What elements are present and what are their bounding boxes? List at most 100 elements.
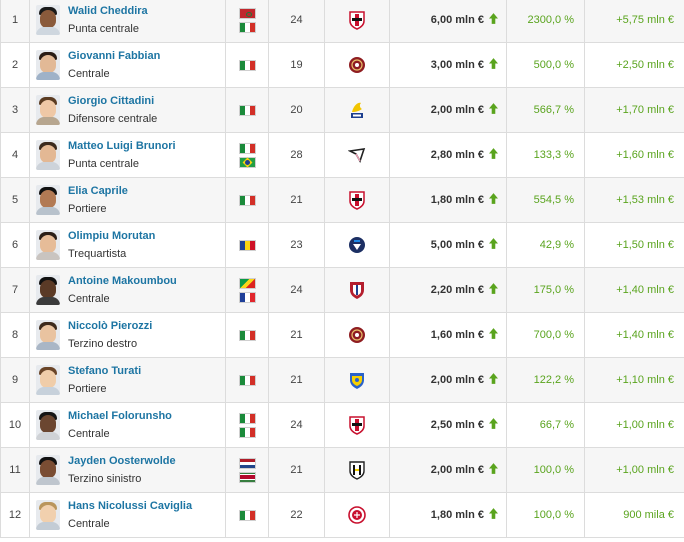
percent-change-cell: 42,9 % bbox=[506, 222, 585, 268]
up-arrow-icon bbox=[489, 463, 498, 477]
player-name-link[interactable]: Giovanni Fabbian bbox=[68, 50, 161, 62]
pisa-crest-icon[interactable] bbox=[348, 235, 366, 255]
club-cell bbox=[324, 447, 390, 493]
market-value: 2,20 mln € bbox=[430, 283, 484, 296]
player-name-link[interactable]: Antoine Makoumbou bbox=[68, 275, 177, 287]
player-avatar[interactable] bbox=[36, 365, 60, 395]
rank-cell: 8 bbox=[0, 312, 30, 358]
club-cell bbox=[324, 222, 390, 268]
player-avatar[interactable] bbox=[36, 455, 60, 485]
bari-crest-icon[interactable] bbox=[348, 10, 366, 30]
player-avatar[interactable] bbox=[36, 320, 60, 350]
market-value: 3,00 mln € bbox=[430, 58, 484, 71]
player-position: Centrale bbox=[68, 428, 110, 440]
rank-cell: 7 bbox=[0, 267, 30, 313]
player-avatar[interactable] bbox=[36, 500, 60, 530]
nationality-cell bbox=[225, 0, 269, 43]
player-position: Centrale bbox=[68, 68, 110, 80]
france-flag bbox=[238, 291, 256, 303]
up-arrow-icon bbox=[489, 148, 498, 162]
market-value: 1,60 mln € bbox=[430, 328, 484, 341]
club-cell bbox=[324, 492, 390, 538]
value-difference-cell: 900 mila € bbox=[584, 492, 684, 538]
player-name-link[interactable]: Stefano Turati bbox=[68, 365, 142, 377]
value-difference-cell: +1,60 mln € bbox=[584, 132, 684, 178]
player-avatar[interactable] bbox=[36, 410, 60, 440]
nationality-cell bbox=[225, 447, 269, 493]
player-name-link[interactable]: Walid Cheddira bbox=[68, 5, 148, 17]
club-cell bbox=[324, 42, 390, 88]
player-name-link[interactable]: Giorgio Cittadini bbox=[68, 95, 155, 107]
percent-change-cell: 566,7 % bbox=[506, 87, 585, 133]
rank-cell: 2 bbox=[0, 42, 30, 88]
player-name-link[interactable]: Michael Folorunsho bbox=[68, 410, 172, 422]
player-name-link[interactable]: Niccolò Pierozzi bbox=[68, 320, 153, 332]
up-arrow-icon bbox=[489, 508, 498, 522]
palermo-crest-icon[interactable] bbox=[347, 145, 366, 165]
market-value-cell: 6,00 mln € bbox=[389, 0, 507, 43]
frosinone-crest-icon[interactable] bbox=[348, 370, 366, 390]
market-value-cell: 1,80 mln € bbox=[389, 492, 507, 538]
club-cell bbox=[324, 87, 390, 133]
club-cell bbox=[324, 357, 390, 403]
player-avatar[interactable] bbox=[36, 50, 60, 80]
club-cell bbox=[324, 0, 390, 43]
table-row: 9 Stefano Turati Portiere 21 2,00 mln € … bbox=[0, 357, 684, 403]
player-avatar[interactable] bbox=[36, 230, 60, 260]
rank-cell: 4 bbox=[0, 132, 30, 178]
player-name-link[interactable]: Matteo Luigi Brunori bbox=[68, 140, 176, 152]
sudtirol-crest-icon[interactable] bbox=[348, 505, 366, 525]
rank-cell: 10 bbox=[0, 402, 30, 448]
player-cell: Walid Cheddira Punta centrale bbox=[29, 0, 226, 43]
italy-flag bbox=[238, 374, 256, 386]
market-value: 2,00 mln € bbox=[430, 463, 484, 476]
age-cell: 19 bbox=[268, 42, 325, 88]
cagliari-crest-icon[interactable] bbox=[348, 280, 366, 300]
value-difference-cell: +1,00 mln € bbox=[584, 447, 684, 493]
player-avatar[interactable] bbox=[36, 275, 60, 305]
market-value-cell: 2,20 mln € bbox=[389, 267, 507, 313]
player-name-link[interactable]: Olimpiu Morutan bbox=[68, 230, 156, 242]
reggina-crest-icon[interactable] bbox=[348, 55, 366, 75]
bari-crest-icon[interactable] bbox=[348, 190, 366, 210]
value-difference-cell: +1,10 mln € bbox=[584, 357, 684, 403]
age-cell: 21 bbox=[268, 447, 325, 493]
player-cell: Matteo Luigi Brunori Punta centrale bbox=[29, 132, 226, 178]
nationality-cell bbox=[225, 402, 269, 448]
market-value: 2,80 mln € bbox=[430, 148, 484, 161]
percent-change-cell: 700,0 % bbox=[506, 312, 585, 358]
player-avatar[interactable] bbox=[36, 140, 60, 170]
italy-flag bbox=[238, 329, 256, 341]
percent-change-cell: 100,0 % bbox=[506, 447, 585, 493]
player-name-link[interactable]: Hans Nicolussi Caviglia bbox=[68, 500, 193, 512]
italy-flag bbox=[238, 426, 256, 438]
modena-crest-icon[interactable] bbox=[348, 100, 366, 120]
parma-crest-icon[interactable] bbox=[348, 460, 366, 480]
rank-cell: 6 bbox=[0, 222, 30, 268]
reggina-crest-icon[interactable] bbox=[348, 325, 366, 345]
player-avatar[interactable] bbox=[36, 185, 60, 215]
market-value-cell: 3,00 mln € bbox=[389, 42, 507, 88]
age-cell: 22 bbox=[268, 492, 325, 538]
market-value-cell: 1,60 mln € bbox=[389, 312, 507, 358]
up-arrow-icon bbox=[489, 193, 498, 207]
rank-cell: 1 bbox=[0, 0, 30, 43]
player-name-link[interactable]: Elia Caprile bbox=[68, 185, 128, 197]
player-avatar[interactable] bbox=[36, 5, 60, 35]
player-avatar[interactable] bbox=[36, 95, 60, 125]
value-difference-cell: +1,00 mln € bbox=[584, 402, 684, 448]
up-arrow-icon bbox=[489, 373, 498, 387]
age-cell: 24 bbox=[268, 267, 325, 313]
table-row: 11 Jayden Oosterwolde Terzino sinistro 2… bbox=[0, 447, 684, 493]
table-row: 1 Walid Cheddira Punta centrale 24 6,00 … bbox=[0, 0, 684, 43]
market-value-cell: 2,00 mln € bbox=[389, 447, 507, 493]
market-value: 2,50 mln € bbox=[430, 418, 484, 431]
age-cell: 21 bbox=[268, 357, 325, 403]
percent-change-cell: 2300,0 % bbox=[506, 0, 585, 43]
percent-change-cell: 500,0 % bbox=[506, 42, 585, 88]
italy-flag bbox=[238, 104, 256, 116]
player-name-link[interactable]: Jayden Oosterwolde bbox=[68, 455, 176, 467]
player-position: Difensore centrale bbox=[68, 113, 158, 125]
bari-crest-icon[interactable] bbox=[348, 415, 366, 435]
